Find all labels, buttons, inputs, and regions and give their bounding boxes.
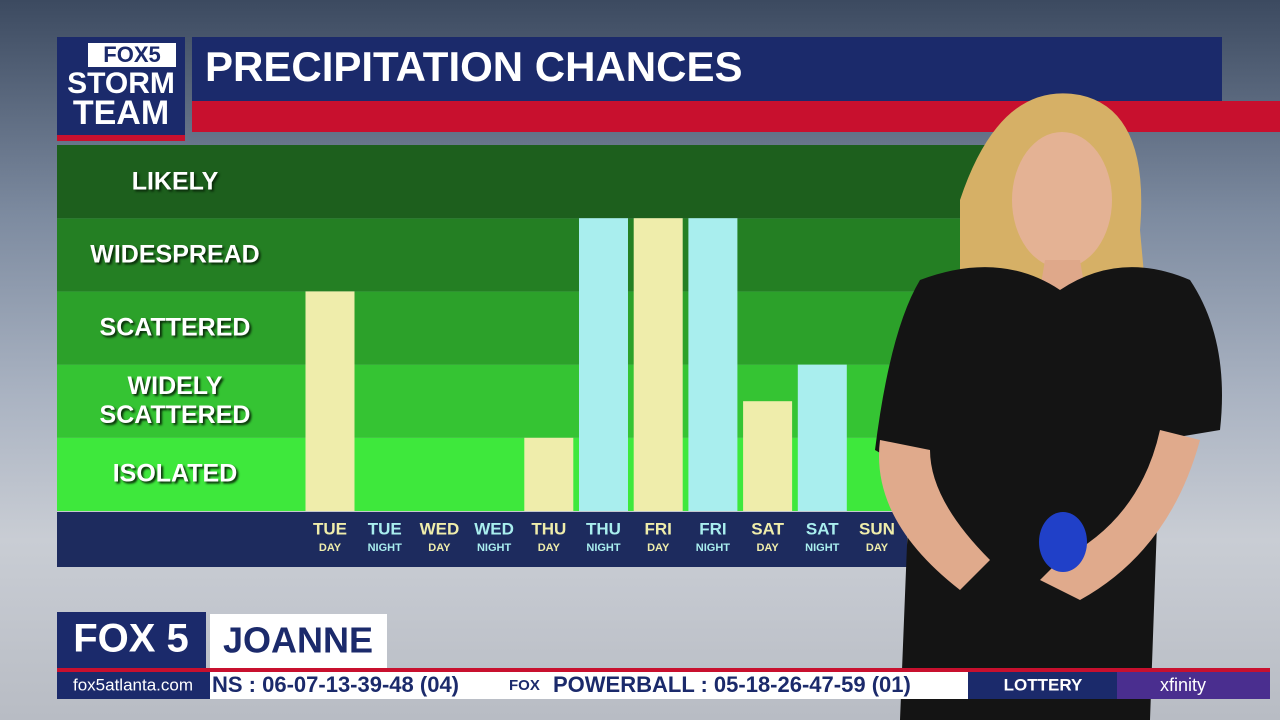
- x-tick-sublabel: DAY: [428, 542, 451, 554]
- plot-area: TUE DAY TUE NIGHT WED DAY WED NIGHT THU DAY THU NIG…: [57, 145, 990, 554]
- band: [57, 145, 990, 219]
- station-label: FOX 5: [73, 617, 189, 661]
- presenter-name: JOANNE: [223, 620, 373, 661]
- y-tick-label: ISOLATED: [112, 459, 238, 488]
- x-tick-sublabel: DAY: [538, 542, 561, 554]
- bar: [743, 401, 793, 511]
- ticker-logo: FOX: [509, 677, 540, 694]
- section-box: [968, 672, 1117, 699]
- x-tick-sublabel: NIGHT: [477, 542, 512, 554]
- x-tick-sublabel: NIGHT: [368, 542, 403, 554]
- bar: [688, 218, 738, 511]
- x-tick-sublabel: NIGHT: [805, 542, 840, 554]
- title-bar: [192, 37, 1222, 101]
- bar: [579, 218, 628, 511]
- presenter: [875, 93, 1222, 720]
- name-box: [210, 614, 387, 669]
- x-tick-sublabel: DAY: [319, 542, 342, 554]
- x-tick-label: TUE: [368, 519, 402, 538]
- station-box: [57, 612, 206, 669]
- bar: [305, 291, 355, 511]
- logo-top: FOX5: [103, 42, 160, 67]
- y-tick-label: LIKELY: [131, 167, 219, 196]
- sponsor-box: [1117, 672, 1270, 699]
- website-box: [57, 672, 210, 699]
- x-tick-label: THU: [586, 519, 621, 538]
- x-tick-label: SAT: [806, 519, 839, 538]
- category-strip: [57, 512, 907, 567]
- x-tick-label: FRI: [699, 519, 726, 538]
- ticker-section: LOTTERY: [1004, 675, 1083, 694]
- logo-middle: STORM: [67, 67, 175, 100]
- website: fox5atlanta.com: [73, 675, 193, 694]
- ticker-item: POWERBALL : 05-18-26-47-59 (01): [553, 672, 911, 697]
- x-tick-sublabel: DAY: [866, 542, 889, 554]
- logo-stripe: [57, 135, 185, 141]
- x-tick-label: WED: [474, 519, 514, 538]
- x-tick-label: TUE: [313, 519, 347, 538]
- x-tick-label: SAT: [751, 519, 784, 538]
- sponsor: xfinity: [1160, 675, 1206, 695]
- ticker-line: [57, 668, 1270, 672]
- x-tick-label: THU: [531, 519, 566, 538]
- x-tick-sublabel: NIGHT: [586, 542, 621, 554]
- y-tick-label: WIDELY SCATTERED: [99, 372, 251, 430]
- ticker-box: [210, 672, 968, 699]
- bar: [797, 364, 847, 511]
- x-tick-sublabel: NIGHT: [696, 542, 731, 554]
- band: [57, 291, 990, 365]
- bar: [633, 218, 683, 511]
- x-tick-label: WED: [420, 519, 460, 538]
- x-tick-sublabel: DAY: [756, 542, 779, 554]
- y-tick-label: SCATTERED: [99, 313, 251, 342]
- bar: [524, 437, 574, 511]
- ticker-item: NS : 06-07-13-39-48 (04): [212, 672, 459, 697]
- logo-badge: [88, 43, 176, 67]
- x-tick-label: FRI: [645, 519, 672, 538]
- x-tick-sublabel: DAY: [647, 542, 670, 554]
- y-tick-label: WIDESPREAD: [90, 240, 260, 269]
- chart-title: PRECIPITATION CHANCES: [205, 43, 742, 90]
- band: [57, 218, 990, 292]
- x-tick-label: SUN: [859, 519, 895, 538]
- logo-bottom: TEAM: [73, 94, 169, 132]
